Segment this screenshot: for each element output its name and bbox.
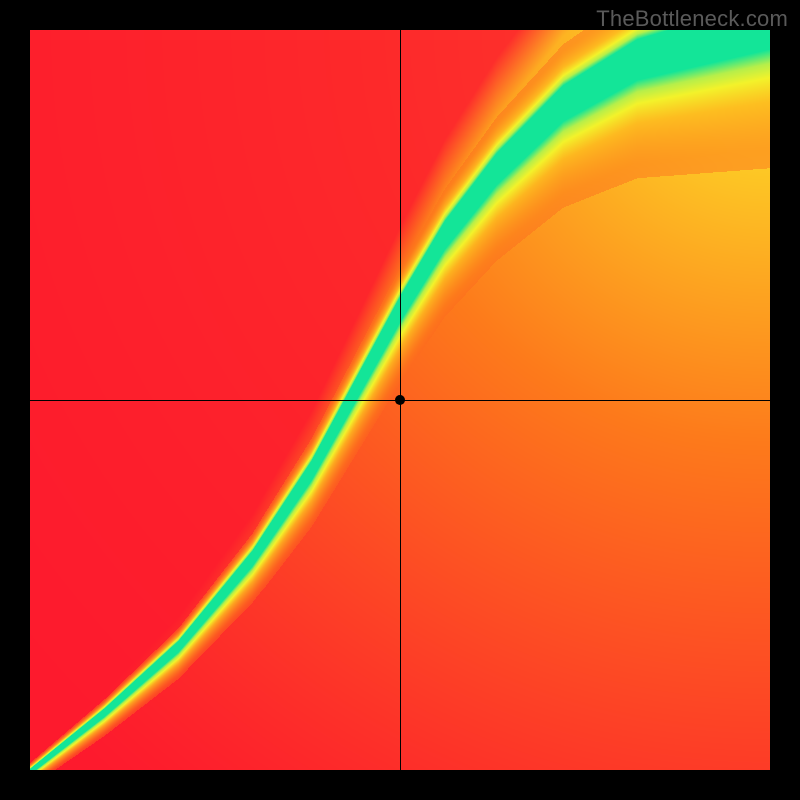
watermark-text: TheBottleneck.com (596, 6, 788, 32)
bottleneck-heatmap (0, 0, 800, 800)
